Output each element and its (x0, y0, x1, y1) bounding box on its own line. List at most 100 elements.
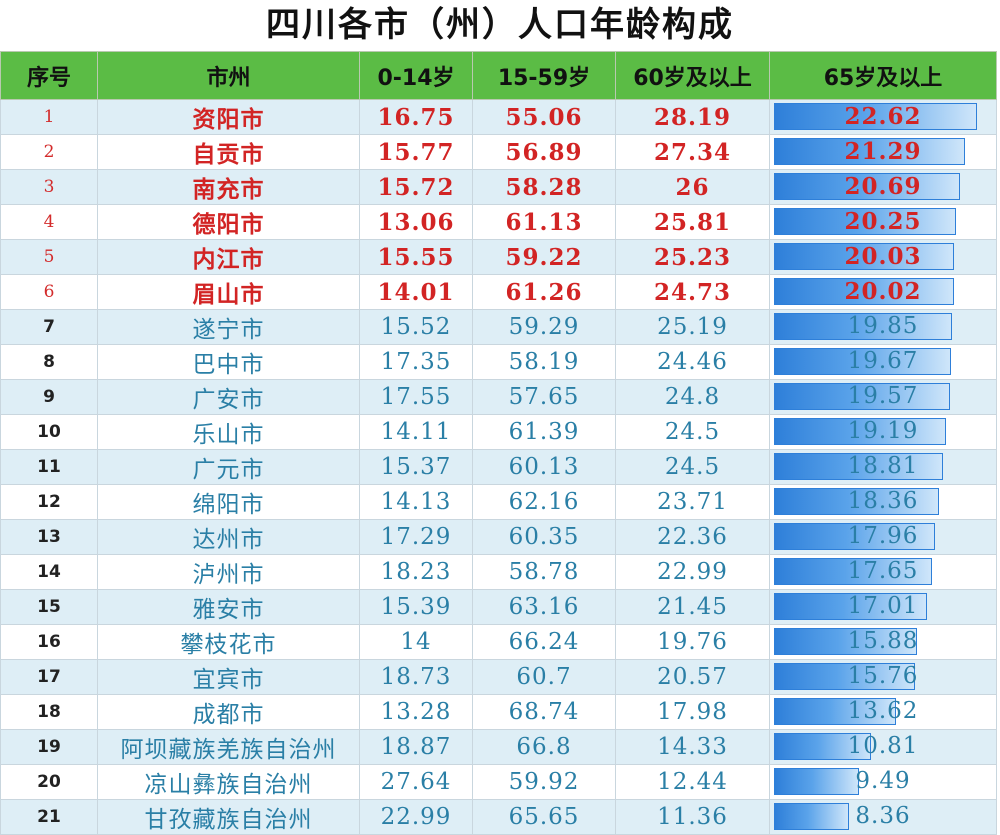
age-15-59-cell: 59.29 (472, 309, 616, 345)
data-bar-label: 18.81 (847, 453, 919, 479)
age-65-plus-cell: 20.03 (769, 239, 997, 275)
row-index-cell: 13 (0, 519, 98, 555)
city-name-cell: 广元市 (97, 449, 360, 485)
row-index-cell: 6 (0, 274, 98, 310)
age-65-plus-cell: 15.88 (769, 624, 997, 660)
age-60-plus-cell: 17.98 (615, 694, 770, 730)
data-bar (774, 593, 927, 620)
table-row: 1 资阳市 16.75 55.06 28.19 22.62 (0, 99, 997, 135)
city-name-cell: 德阳市 (97, 204, 360, 240)
table-row: 14 泸州市 18.23 58.78 22.99 17.65 (0, 554, 997, 590)
age-0-14-cell: 15.55 (359, 239, 473, 275)
table-row: 21 甘孜藏族自治州 22.99 65.65 11.36 8.36 (0, 799, 997, 835)
age-0-14-cell: 14 (359, 624, 473, 660)
age-15-59-cell: 57.65 (472, 379, 616, 415)
table-row: 13 达州市 17.29 60.35 22.36 17.96 (0, 519, 997, 555)
row-index-cell: 3 (0, 169, 98, 205)
row-index-cell: 9 (0, 379, 98, 415)
age-65-plus-cell: 19.85 (769, 309, 997, 345)
table-row: 17 宜宾市 18.73 60.7 20.57 15.76 (0, 659, 997, 695)
age-60-plus-cell: 22.99 (615, 554, 770, 590)
table-row: 5 内江市 15.55 59.22 25.23 20.03 (0, 239, 997, 275)
population-age-table: 序号 市州 0-14岁 15-59岁 60岁及以上 65岁及以上 1 资阳市 16.… (0, 51, 997, 835)
data-bar (774, 278, 954, 305)
age-60-plus-cell: 26 (615, 169, 770, 205)
data-bar (774, 558, 932, 585)
city-name-cell: 甘孜藏族自治州 (97, 799, 360, 835)
age-60-plus-cell: 24.5 (615, 414, 770, 450)
age-65-plus-cell: 18.81 (769, 449, 997, 485)
data-bar (774, 733, 871, 760)
age-60-plus-cell: 19.76 (615, 624, 770, 660)
age-0-14-cell: 16.75 (359, 99, 473, 135)
age-65-plus-cell: 17.96 (769, 519, 997, 555)
city-name-cell: 眉山市 (97, 274, 360, 310)
age-15-59-cell: 59.22 (472, 239, 616, 275)
city-name-cell: 凉山彝族自治州 (97, 764, 360, 800)
age-60-plus-cell: 14.33 (615, 729, 770, 765)
age-15-59-cell: 55.06 (472, 99, 616, 135)
data-bar (774, 523, 935, 550)
age-15-59-cell: 66.8 (472, 729, 616, 765)
age-15-59-cell: 61.26 (472, 274, 616, 310)
age-65-plus-cell: 8.36 (769, 799, 997, 835)
data-bar-label: 17.96 (847, 523, 919, 549)
age-0-14-cell: 14.11 (359, 414, 473, 450)
city-name-cell: 乐山市 (97, 414, 360, 450)
data-bar (774, 488, 939, 515)
city-name-cell: 巴中市 (97, 344, 360, 380)
age-15-59-cell: 60.7 (472, 659, 616, 695)
row-index-cell: 1 (0, 99, 98, 135)
data-bar-label: 13.62 (847, 698, 919, 724)
data-bar-label: 22.62 (844, 103, 922, 130)
city-name-cell: 雅安市 (97, 589, 360, 625)
table-row: 18 成都市 13.28 68.74 17.98 13.62 (0, 694, 997, 730)
table-row: 10 乐山市 14.11 61.39 24.5 19.19 (0, 414, 997, 450)
row-index-cell: 21 (0, 799, 98, 835)
data-bar (774, 138, 965, 165)
age-15-59-cell: 65.65 (472, 799, 616, 835)
data-bar-label: 15.76 (847, 663, 919, 689)
data-bar (774, 208, 956, 235)
row-index-cell: 19 (0, 729, 98, 765)
age-60-plus-cell: 24.73 (615, 274, 770, 310)
city-name-cell: 资阳市 (97, 99, 360, 135)
data-bar-label: 20.02 (844, 278, 922, 305)
col-header-age-65-plus: 65岁及以上 (769, 51, 997, 100)
table-row: 3 南充市 15.72 58.28 26 20.69 (0, 169, 997, 205)
age-15-59-cell: 60.13 (472, 449, 616, 485)
table-row: 15 雅安市 15.39 63.16 21.45 17.01 (0, 589, 997, 625)
age-0-14-cell: 18.23 (359, 554, 473, 590)
header-row: 序号 市州 0-14岁 15-59岁 60岁及以上 65岁及以上 (0, 51, 997, 100)
city-name-cell: 泸州市 (97, 554, 360, 590)
data-bar (774, 103, 977, 130)
city-name-cell: 阿坝藏族羌族自治州 (97, 729, 360, 765)
age-65-plus-cell: 19.19 (769, 414, 997, 450)
age-0-14-cell: 13.28 (359, 694, 473, 730)
city-name-cell: 内江市 (97, 239, 360, 275)
data-bar (774, 768, 859, 795)
age-65-plus-cell: 20.69 (769, 169, 997, 205)
data-bar (774, 698, 896, 725)
age-60-plus-cell: 21.45 (615, 589, 770, 625)
age-15-59-cell: 60.35 (472, 519, 616, 555)
data-bar (774, 803, 849, 830)
row-index-cell: 10 (0, 414, 98, 450)
city-name-cell: 成都市 (97, 694, 360, 730)
data-bar-label: 20.03 (844, 243, 922, 270)
table-row: 6 眉山市 14.01 61.26 24.73 20.02 (0, 274, 997, 310)
table-row: 9 广安市 17.55 57.65 24.8 19.57 (0, 379, 997, 415)
age-60-plus-cell: 25.81 (615, 204, 770, 240)
age-60-plus-cell: 24.8 (615, 379, 770, 415)
age-0-14-cell: 15.77 (359, 134, 473, 170)
chart-title: 四川各市（州）人口年龄构成 (266, 5, 734, 45)
age-0-14-cell: 17.55 (359, 379, 473, 415)
age-15-59-cell: 59.92 (472, 764, 616, 800)
age-0-14-cell: 15.72 (359, 169, 473, 205)
age-60-plus-cell: 28.19 (615, 99, 770, 135)
table-row: 11 广元市 15.37 60.13 24.5 18.81 (0, 449, 997, 485)
row-index-cell: 8 (0, 344, 98, 380)
age-60-plus-cell: 27.34 (615, 134, 770, 170)
row-index-cell: 12 (0, 484, 98, 520)
age-65-plus-cell: 18.36 (769, 484, 997, 520)
